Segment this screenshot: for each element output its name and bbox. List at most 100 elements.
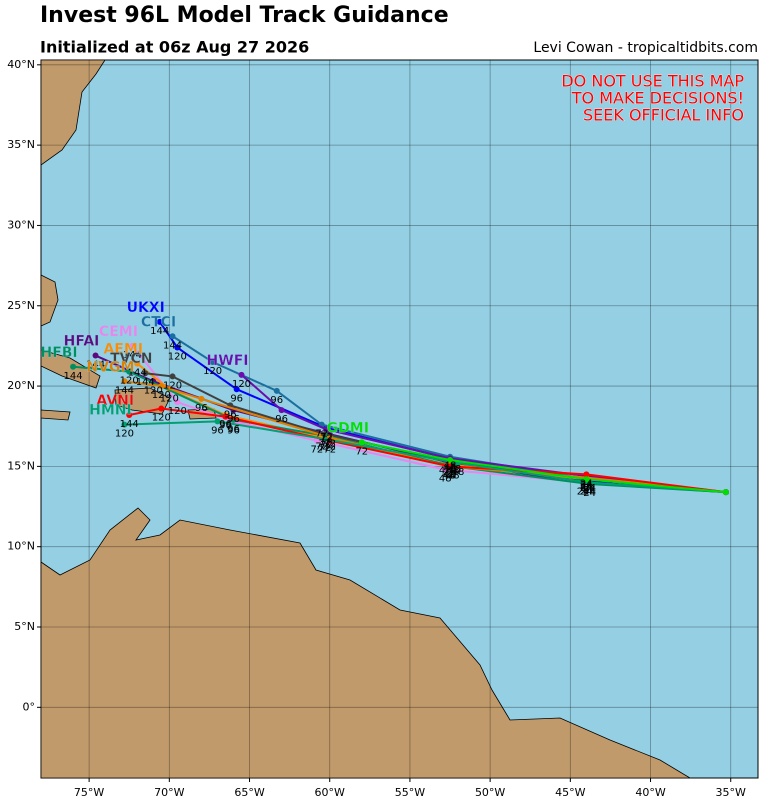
hour-label: 24 <box>580 486 593 497</box>
track-point <box>238 371 245 378</box>
hour-label: 96 <box>219 421 232 432</box>
hour-label: 48 <box>444 462 457 473</box>
track-point <box>358 439 365 446</box>
x-tick-label: 35°W <box>716 786 746 799</box>
x-tick-label: 45°W <box>555 786 585 799</box>
hour-label: 72 <box>320 440 333 451</box>
hour-label: 144 <box>120 419 139 430</box>
hour-label: 24 <box>583 483 596 494</box>
track-point <box>273 387 280 394</box>
hour-label: 144 <box>64 371 83 382</box>
hour-label: 24 <box>583 486 596 497</box>
y-tick-label: 25°N <box>7 299 35 312</box>
track-line <box>124 420 726 494</box>
hour-label: 144 <box>163 340 182 351</box>
hour-label: 120 <box>163 380 182 391</box>
hour-label: 120 <box>152 413 171 424</box>
title: Invest 96L Model Track Guidance <box>40 3 449 28</box>
x-tick-label: 75°W <box>74 786 104 799</box>
hour-label: 72 <box>323 445 336 456</box>
hour-label: 48 <box>439 466 452 477</box>
hour-label: 96 <box>230 393 243 404</box>
track-point <box>121 378 128 385</box>
track-point <box>722 489 729 496</box>
hour-label: 48 <box>447 470 460 481</box>
track-line <box>240 374 727 494</box>
x-tick-label: 65°W <box>234 786 264 799</box>
hour-label: 96 <box>227 414 240 425</box>
track-point <box>134 360 141 367</box>
y-tick-label: 35°N <box>7 138 35 151</box>
hour-label: 48 <box>447 466 460 477</box>
y-tick-label: 20°N <box>7 379 35 392</box>
track-point <box>156 318 163 325</box>
track-point <box>158 383 165 390</box>
model-label: NVGM <box>86 359 134 375</box>
model-label: HFBI <box>40 345 77 361</box>
track-point <box>142 370 149 377</box>
track-point <box>92 352 99 359</box>
hour-label: 72 <box>355 446 368 457</box>
track-point <box>126 368 133 375</box>
x-tick-label: 55°W <box>395 786 425 799</box>
credit: Levi Cowan - tropicaltidbits.com <box>533 40 758 56</box>
hour-label: 24 <box>577 486 590 497</box>
hour-label: 120 <box>152 390 171 401</box>
track-point <box>126 411 133 418</box>
hour-label: 96 <box>227 424 240 435</box>
hour-label: 96 <box>219 419 232 430</box>
model-label: HFAI <box>64 334 100 350</box>
hour-label: 120 <box>168 352 187 363</box>
track-point <box>129 342 136 349</box>
hour-label: 96 <box>227 425 240 436</box>
track-point <box>158 405 165 412</box>
track-point <box>214 418 221 425</box>
subtitle: Initialized at 06z Aug 27 2026 <box>40 38 309 57</box>
hour-label: 72 <box>315 441 328 452</box>
hour-label: 72 <box>315 429 328 440</box>
hour-label: 96 <box>224 409 237 420</box>
hour-label: 24 <box>580 482 593 493</box>
track-point <box>583 471 590 478</box>
x-tick-label: 60°W <box>315 786 345 799</box>
track-point <box>70 363 77 370</box>
hour-label: 24 <box>580 478 593 489</box>
track-point <box>174 399 181 406</box>
warning-line: TO MAKE DECISIONS! <box>571 89 744 108</box>
y-tick-label: 10°N <box>7 540 35 553</box>
track-point <box>233 386 240 393</box>
y-tick-label: 0° <box>23 700 36 713</box>
track-point <box>313 437 320 444</box>
track-point <box>121 421 128 428</box>
model-label: HMNI <box>89 403 132 419</box>
hour-label: 120 <box>144 385 163 396</box>
hour-label: 120 <box>203 366 222 377</box>
hour-label: 48 <box>452 467 465 478</box>
hour-label: 48 <box>442 470 455 481</box>
track-point <box>169 373 176 380</box>
model-label: CEMI <box>99 324 138 340</box>
track-point <box>169 333 176 340</box>
warning-line: DO NOT USE THIS MAP <box>561 72 744 91</box>
model-label: GDMI <box>327 420 369 436</box>
hour-label: 96 <box>275 414 288 425</box>
hour-label: 144 <box>150 326 169 337</box>
track-point <box>174 344 181 351</box>
hour-label: 96 <box>211 425 224 436</box>
x-tick-label: 50°W <box>475 786 505 799</box>
model-label: UKXI <box>127 300 165 316</box>
hour-label: 96 <box>195 403 208 414</box>
hour-label: 144 <box>128 368 147 379</box>
model-label: AEMI <box>103 342 143 358</box>
hour-label: 120 <box>232 379 251 390</box>
hour-label: 72 <box>323 438 336 449</box>
track-point <box>323 426 330 433</box>
hour-label: 24 <box>580 483 593 494</box>
track-point <box>447 463 454 470</box>
hour-label: 24 <box>580 480 593 491</box>
hour-label: 120 <box>120 376 139 387</box>
hour-label: 48 <box>444 464 457 475</box>
y-tick-label: 30°N <box>7 218 35 231</box>
hour-label: 48 <box>444 461 457 472</box>
